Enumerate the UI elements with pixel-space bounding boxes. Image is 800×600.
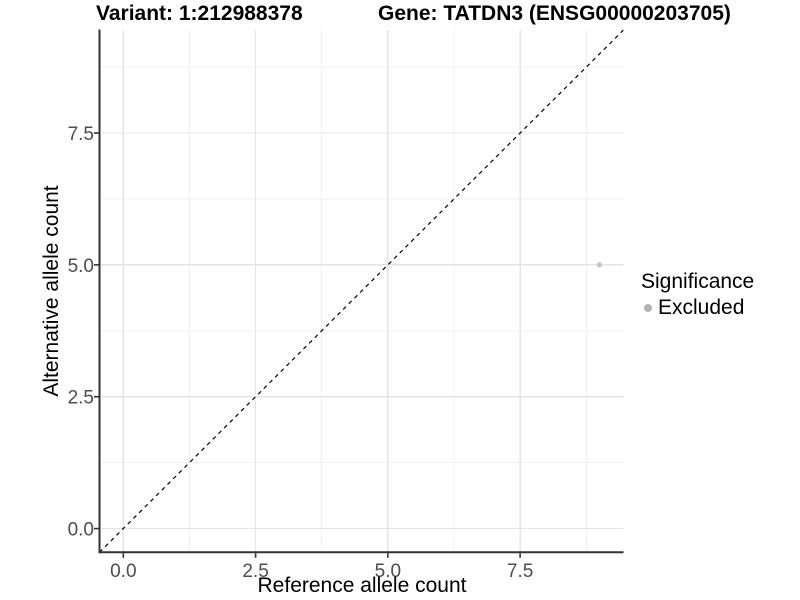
y-tick-label: 7.5 [68,124,94,145]
x-tick-labels: 0.0 2.5 5.0 7.5 [110,561,533,582]
legend-entry-label: Excluded [658,295,745,319]
x-tick-label: 0.0 [110,561,136,582]
identity-line [99,29,624,553]
gridlines-major [99,30,624,553]
legend-title: Significance [641,270,755,293]
data-points [596,262,603,268]
identity-dashed-line [99,29,624,553]
y-tick-labels: 0.0 2.5 5.0 7.5 [68,124,94,541]
y-tick-label: 2.5 [68,388,94,409]
y-tick-label: 5.0 [68,256,94,277]
x-tick-label: 5.0 [375,561,401,582]
x-tick-label: 7.5 [507,561,533,582]
tick-marks [94,132,521,558]
plot-title-variant: Variant: 1:212988378 [96,2,303,25]
x-axis-title: Reference allele count [257,574,467,597]
gridlines-minor [99,30,624,553]
y-axis-title: Alternative allele count [40,185,63,397]
legend-key-dot-icon [644,303,652,312]
data-point [596,262,603,268]
legend: Significance Excluded [641,269,754,320]
legend-entry-excluded: Excluded [641,295,754,320]
plot-title-gene: Gene: TATDN3 (ENSG00000203705) [378,2,731,25]
y-tick-label: 0.0 [68,520,94,541]
x-tick-label: 2.5 [242,561,268,582]
